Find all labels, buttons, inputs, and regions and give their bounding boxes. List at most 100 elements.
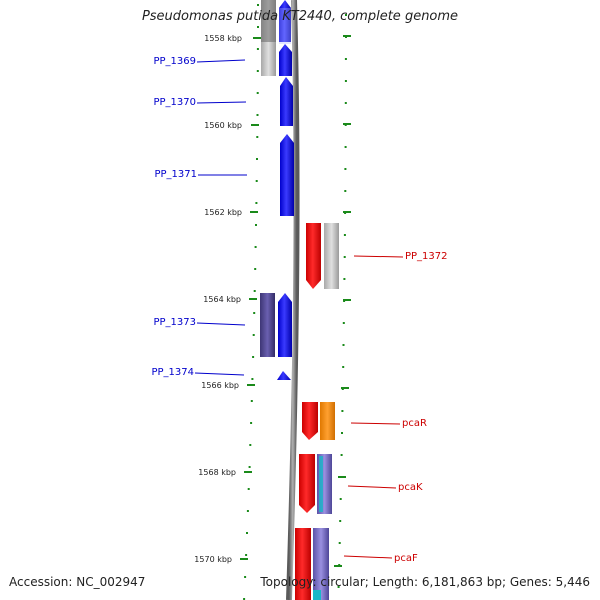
scale-dot: [246, 532, 248, 534]
gene-label[interactable]: PP_1370: [153, 97, 196, 108]
gene-pp1368[interactable]: [279, 0, 291, 42]
gene-shadow: [261, 0, 276, 42]
scale-dot: [248, 466, 251, 468]
scale-dot: [254, 246, 257, 248]
scale-dot: [342, 366, 345, 368]
scale-dot: [255, 180, 258, 182]
scale-dot: [244, 576, 247, 578]
scale-tick-label: 1564 kbp: [203, 295, 241, 304]
scale-dot: [342, 344, 345, 346]
scale-dot: [344, 80, 347, 82]
gene-pcak-partner[interactable]: [299, 454, 315, 513]
scale-dot: [249, 444, 252, 446]
scale-dot: [344, 190, 347, 192]
leader-line: [353, 255, 404, 258]
scale-tick-label: 1568 kbp: [198, 468, 236, 477]
scale-dot: [257, 4, 259, 6]
gene-pcaf-stripe: [313, 590, 321, 600]
scale-dot: [342, 322, 345, 324]
right-gene-labels: PP_1372 pcaR pcaK pcaF: [343, 251, 448, 564]
leader-line: [196, 101, 247, 104]
gene-label[interactable]: PP_1372: [405, 251, 448, 262]
gene-pp1371[interactable]: [280, 134, 294, 216]
scale-dot: [247, 488, 250, 490]
scale-dot: [256, 70, 259, 72]
left-gene-labels: PP_1369 PP_1370 PP_1371 PP_1373 PP_1374: [151, 56, 247, 378]
scale-dot: [253, 290, 256, 292]
scale-dot: [252, 356, 255, 358]
gene-overlay: [279, 8, 291, 44]
scale-dot: [256, 92, 259, 94]
scale-dot: [251, 378, 254, 380]
scale-dot: [339, 498, 342, 500]
scale-dot: [246, 510, 249, 512]
leader-line: [196, 322, 246, 326]
map-title: Pseudomonas putida KT2440, complete geno…: [141, 9, 459, 24]
leader-line: [194, 372, 245, 376]
scale-dot: [340, 454, 343, 456]
scale-dot: [256, 158, 258, 160]
leader-line: [347, 485, 397, 489]
scale-dots-left: [243, 4, 259, 600]
gene-pp1373[interactable]: [278, 293, 292, 357]
gene-pp1369[interactable]: [279, 44, 292, 76]
gene-pcaf[interactable]: [313, 528, 329, 600]
gene-pp1372[interactable]: [306, 223, 321, 289]
gene-features: [260, 0, 339, 600]
scale-tick-label: 1562 kbp: [204, 208, 242, 217]
scale-dot: [343, 234, 346, 236]
gene-pcak-stripe: [319, 456, 323, 512]
scale-dot: [344, 168, 347, 170]
scale-dot: [250, 400, 253, 402]
scale-dot: [252, 334, 255, 336]
scale-dot: [341, 432, 343, 434]
genome-summary-text: Topology: circular; Length: 6,181,863 bp…: [260, 575, 590, 589]
gene-pp1373-partner[interactable]: [260, 293, 275, 357]
scale-tick-label: 1566 kbp: [201, 381, 239, 390]
scale-dot: [256, 114, 259, 116]
leader-line: [350, 422, 401, 425]
scale-dot: [344, 146, 347, 148]
scale-dot: [245, 554, 248, 556]
gene-label[interactable]: PP_1373: [153, 317, 196, 328]
scale-dot: [250, 422, 253, 424]
scale-dot: [344, 58, 347, 60]
gene-label[interactable]: pcaK: [398, 482, 423, 493]
gene-label[interactable]: PP_1374: [151, 367, 194, 378]
scale-dot: [337, 586, 340, 588]
scale-dot: [253, 312, 256, 314]
leader-line: [196, 59, 246, 63]
scale-dot: [341, 410, 344, 412]
genome-backbone: [286, 0, 300, 600]
scale-dot: [344, 102, 347, 104]
scale-tick-label: 1558 kbp: [204, 34, 242, 43]
scale-dots-right: [337, 14, 347, 588]
scale-dot: [256, 48, 259, 50]
scale-dot: [343, 278, 346, 280]
scale-ticks: 1558 kbp 1560 kbp 1562 kbp 1564 kbp 1566…: [194, 34, 351, 567]
gene-pcaf-partner[interactable]: [295, 528, 311, 600]
scale-dot: [254, 268, 257, 270]
leader-line: [343, 555, 393, 559]
gene-label[interactable]: pcaR: [402, 418, 427, 429]
scale-tick-label: 1570 kbp: [194, 555, 232, 564]
scale-dot: [339, 520, 342, 522]
gene-label[interactable]: PP_1369: [153, 56, 196, 67]
scale-dot: [255, 224, 257, 226]
scale-tick-label: 1560 kbp: [204, 121, 242, 130]
gene-pcar[interactable]: [320, 402, 335, 440]
scale-dot: [343, 256, 346, 258]
gene-label[interactable]: PP_1371: [154, 169, 197, 180]
scale-dot: [243, 598, 246, 600]
gene-pp1374[interactable]: [277, 371, 291, 380]
gene-pp1372-partner[interactable]: [324, 223, 339, 289]
gene-pp1370[interactable]: [280, 77, 293, 126]
gene-label[interactable]: pcaF: [394, 553, 418, 564]
scale-dot: [256, 136, 259, 138]
scale-dot: [345, 14, 347, 16]
scale-dot: [338, 542, 341, 544]
scale-dot: [257, 26, 259, 28]
accession-text: Accession: NC_002947: [9, 575, 146, 589]
gene-pcar-partner[interactable]: [302, 402, 318, 440]
